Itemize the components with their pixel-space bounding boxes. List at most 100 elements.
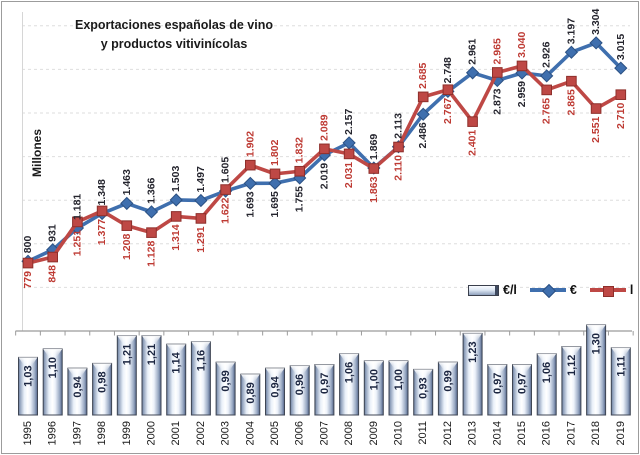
litre-data-label: 1.863	[368, 176, 380, 202]
euro-diamond-marker	[416, 107, 430, 121]
bar-bevel	[43, 349, 63, 357]
year-label: 2014	[491, 421, 503, 445]
bar-value-label: 1,14	[171, 351, 183, 373]
litre-data-label: 3.040	[516, 31, 528, 57]
series-litres	[22, 60, 627, 269]
bar-bevel	[92, 363, 112, 372]
litre-square-marker	[516, 60, 528, 72]
bar-bevel	[487, 364, 507, 373]
litre-square-marker	[146, 227, 157, 238]
y-axis-label: Millones	[30, 128, 44, 177]
year-label: 2004	[244, 421, 256, 445]
year-label: 2003	[220, 421, 232, 445]
euro-diamond-marker	[342, 136, 356, 150]
litre-data-label: 2.865	[565, 89, 577, 115]
litre-square-marker	[368, 163, 380, 174]
bar-bevel	[216, 362, 236, 371]
year-label: 2011	[417, 421, 429, 445]
chart-title-line1: Exportaciones españolas de vino	[75, 18, 273, 32]
litre-square-marker	[393, 141, 404, 153]
legend-label-litres: l	[629, 283, 634, 297]
bar-value-label: 1,00	[368, 369, 380, 390]
year-label: 1997	[71, 421, 83, 445]
euro-data-label: 1.463	[121, 169, 133, 195]
bar-series-eur-per-litre: 1,03 1,10 0,94 0,98 1,21 1,21 1,14 1,16 0,99 0,89…	[18, 324, 631, 416]
euro-diamond-marker	[194, 193, 208, 208]
euro-data-label: 1.366	[146, 177, 158, 203]
legend-item-litres: l	[589, 283, 634, 297]
litre-data-label: 2.551	[590, 116, 602, 142]
litre-data-label: 1.291	[195, 226, 207, 252]
bar-value-label: 1,23	[467, 341, 479, 362]
bar-value-label: 0,94	[72, 375, 84, 397]
euro-data-label: 2.873	[491, 88, 503, 114]
bar-value-label: 1,21	[146, 344, 158, 365]
litre-square-marker	[22, 257, 34, 269]
bar-value-label: 0,97	[492, 373, 504, 394]
bar-value-label: 0,89	[245, 382, 257, 403]
year-label: 2009	[368, 421, 380, 445]
litre-square-marker	[47, 251, 59, 263]
euro-data-label: 1.755	[294, 186, 306, 212]
bar-value-label: 0,96	[294, 374, 306, 395]
year-label: 2006	[294, 421, 306, 445]
year-label: 2018	[590, 421, 602, 445]
euro-data-label: 1.693	[244, 191, 256, 217]
data-labels: 800 779 931 848 1.181 1.251 1.348 1.377 1.463 1.2…	[22, 8, 627, 288]
chart-title-line2: y productos vitivinícolas	[100, 36, 248, 51]
litre-square-marker	[590, 103, 602, 114]
bar-value-label: 1,03	[23, 365, 35, 386]
bar-bevel	[240, 374, 260, 383]
year-axis-labels: 1995 1996 1997 1998 1999 2000 2001 2002 2003 2004…	[22, 421, 627, 445]
bar-value-label: 0,93	[418, 377, 430, 398]
bar-bevel	[265, 368, 285, 377]
bar-value-label: 0,97	[517, 373, 529, 394]
euro-data-label: 931	[47, 224, 59, 242]
litre-data-label: 2.685	[417, 62, 429, 88]
litre-square-marker	[195, 213, 207, 224]
legend-item-eur-per-litre: €/l	[468, 283, 517, 297]
euro-data-label: 1.695	[269, 191, 281, 217]
year-label: 2015	[516, 421, 528, 445]
euro-data-label: 1.181	[71, 194, 83, 220]
bar-bevel	[166, 344, 186, 353]
bar-value-label: 1,21	[121, 344, 133, 365]
litre-data-label: 2.767	[442, 98, 454, 124]
year-label: 2016	[541, 421, 553, 445]
legend-label-euros: €	[569, 283, 577, 297]
litre-square-marker	[417, 91, 429, 103]
bar-value-label: 1,16	[195, 350, 207, 371]
bar-value-label: 0,99	[220, 370, 232, 391]
euro-data-label: 3.197	[565, 18, 577, 44]
litre-square-marker	[343, 148, 355, 160]
euro-data-label: 2.113	[393, 113, 405, 139]
litre-square-marker	[170, 211, 182, 222]
litre-data-label: 779	[22, 271, 34, 289]
bar-value-label: 1,12	[566, 355, 578, 376]
euro-data-label: 2.486	[417, 122, 429, 148]
euro-diamond-marker	[465, 66, 480, 80]
litre-square-marker	[566, 75, 577, 87]
euro-data-label: 800	[22, 236, 34, 254]
bar-bevel	[586, 325, 606, 333]
year-label: 1999	[121, 421, 133, 445]
year-label: 1995	[22, 421, 34, 445]
bar-bevel	[438, 362, 458, 371]
bar-bevel	[413, 369, 433, 378]
bar-bevel	[142, 335, 161, 344]
year-label: 2001	[170, 421, 182, 445]
bar-bevel	[611, 347, 631, 356]
bar-bevel	[290, 365, 310, 374]
euro-diamond-marker	[169, 193, 183, 207]
euro-data-label: 2.019	[318, 163, 330, 189]
square-marker-icon	[603, 285, 615, 297]
bar-bevel	[389, 361, 408, 369]
litre-square-marker	[72, 216, 83, 228]
bar-value-label: 0,94	[270, 375, 282, 397]
bar-bevel	[18, 357, 38, 366]
litre-data-label: 1.622	[220, 197, 232, 223]
euro-data-label: 1.605	[220, 157, 232, 183]
euro-diamond-marker	[243, 176, 257, 191]
litre-data-label: 1.314	[170, 224, 182, 250]
